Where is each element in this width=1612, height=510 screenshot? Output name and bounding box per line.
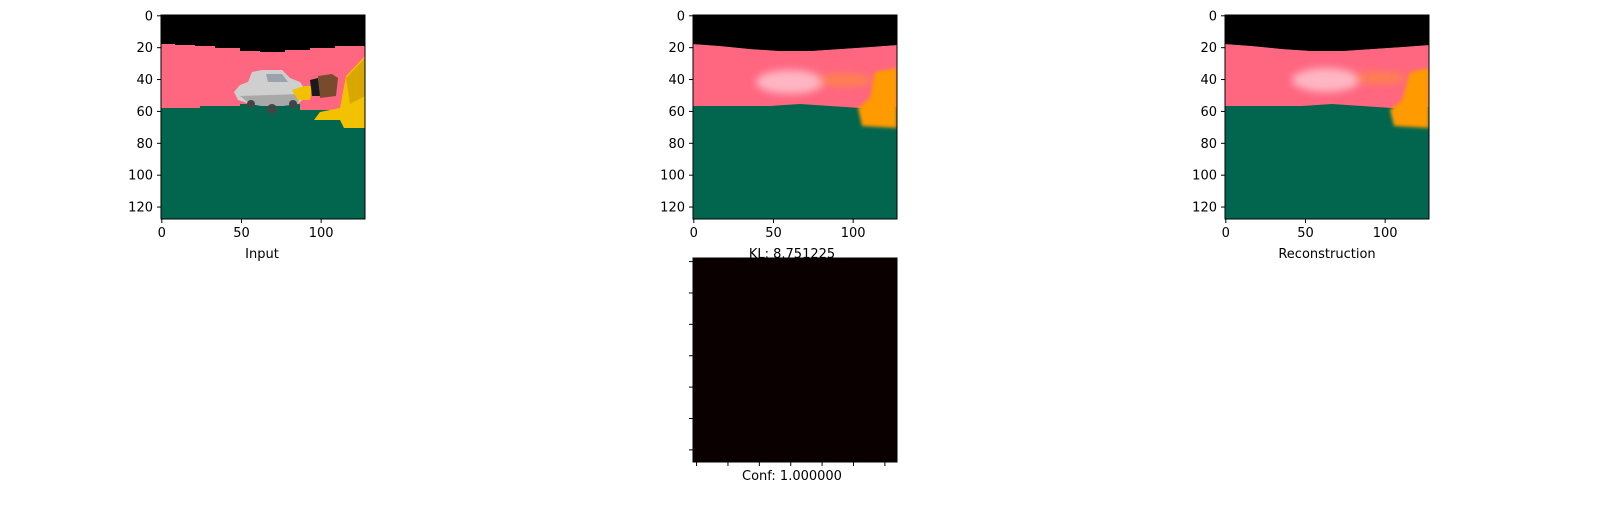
input-ytick-label: 0 bbox=[145, 9, 153, 24]
reconstruction-ytick-label: 60 bbox=[1200, 105, 1217, 120]
input-car-shadow bbox=[240, 94, 300, 106]
input-ytick-label: 20 bbox=[136, 41, 153, 56]
input-xtick-label: 0 bbox=[158, 226, 166, 241]
decoded-ytick-label: 60 bbox=[668, 105, 685, 120]
confidence-xlabel: Conf: 1.000000 bbox=[742, 469, 842, 484]
decoded-xaxis: 0 50 100 bbox=[690, 219, 866, 241]
reconstruction-xtick-label: 100 bbox=[1373, 226, 1398, 241]
decoded-object bbox=[858, 68, 897, 128]
confidence-panel: Conf: 1.000000 bbox=[689, 257, 898, 484]
input-ytick-label: 100 bbox=[128, 169, 153, 184]
input-yellow-object bbox=[292, 56, 365, 128]
decoded-ytick-label: 20 bbox=[668, 41, 685, 56]
decoded-xlabel: KL: 8.751225 bbox=[749, 247, 835, 262]
decoded-ytick-label: 100 bbox=[660, 169, 685, 184]
decoded-pink-blob bbox=[756, 70, 824, 94]
reconstruction-xlabel: Reconstruction bbox=[1278, 247, 1375, 262]
decoded-ytick-label: 80 bbox=[668, 137, 685, 152]
input-xtick-label: 100 bbox=[309, 226, 334, 241]
reconstruction-ytick-label: 80 bbox=[1200, 137, 1217, 152]
confidence-heatmap bbox=[693, 258, 897, 462]
input-yaxis: 0 20 40 60 80 100 120 bbox=[128, 9, 161, 216]
reconstruction-xtick-label: 50 bbox=[1297, 226, 1314, 241]
reconstruction-ytick-label: 0 bbox=[1209, 9, 1217, 24]
input-car-window bbox=[266, 74, 288, 82]
decoded-panel: 0 50 100 0 20 40 60 80 100 120 bbox=[660, 9, 898, 241]
decoded-blur bbox=[756, 70, 873, 94]
reconstruction-pink-blob bbox=[1292, 68, 1360, 92]
input-frame bbox=[160, 14, 366, 220]
reconstruction-frame bbox=[1224, 14, 1430, 220]
input-yellow-object-shade bbox=[346, 58, 365, 104]
reconstruction-orange-streak bbox=[1354, 72, 1406, 84]
input-car-wheel bbox=[267, 104, 277, 114]
decoded-orange-streak bbox=[817, 74, 873, 86]
confidence-yticks bbox=[689, 261, 693, 451]
input-ytick-label: 40 bbox=[136, 73, 153, 88]
input-image bbox=[161, 15, 365, 219]
decoded-ytick-label: 0 bbox=[677, 9, 685, 24]
decoded-xtick-label: 0 bbox=[690, 226, 698, 241]
input-ytick-label: 80 bbox=[136, 137, 153, 152]
reconstruction-ytick-label: 20 bbox=[1200, 41, 1217, 56]
decoded-image bbox=[693, 15, 897, 219]
input-sky bbox=[161, 15, 365, 52]
decoded-frame bbox=[692, 14, 898, 220]
confidence-frame bbox=[692, 257, 898, 463]
input-ytick-label: 120 bbox=[128, 201, 153, 216]
reconstruction-image bbox=[1225, 15, 1429, 219]
decoded-ytick-label: 40 bbox=[668, 73, 685, 88]
input-car bbox=[234, 70, 304, 114]
input-dark-box bbox=[310, 78, 320, 96]
reconstruction-ytick-label: 100 bbox=[1192, 169, 1217, 184]
reconstruction-blur bbox=[1292, 68, 1406, 92]
reconstruction-ytick-label: 40 bbox=[1200, 73, 1217, 88]
reconstruction-sky bbox=[1225, 15, 1429, 51]
reconstruction-xaxis: 0 50 100 bbox=[1222, 219, 1398, 241]
decoded-yaxis: 0 20 40 60 80 100 120 bbox=[660, 9, 693, 216]
input-xtick-label: 50 bbox=[233, 226, 250, 241]
input-car-wheel bbox=[247, 100, 255, 108]
input-ytick-label: 60 bbox=[136, 105, 153, 120]
reconstruction-ytick-label: 120 bbox=[1192, 201, 1217, 216]
decoded-xtick-label: 100 bbox=[841, 226, 866, 241]
decoded-ytick-label: 120 bbox=[660, 201, 685, 216]
input-brown-box bbox=[318, 74, 338, 98]
reconstruction-object bbox=[1390, 68, 1429, 128]
input-xlabel: Input bbox=[245, 247, 279, 262]
input-panel: 0 50 100 0 20 40 60 80 100 120 Input bbox=[128, 9, 366, 262]
decoded-xtick-label: 50 bbox=[765, 226, 782, 241]
confidence-xticks bbox=[696, 462, 886, 466]
input-car-wheel bbox=[289, 100, 297, 108]
input-xaxis: 0 50 100 bbox=[158, 219, 334, 241]
reconstruction-yaxis: 0 20 40 60 80 100 120 bbox=[1192, 9, 1225, 216]
reconstruction-xtick-label: 0 bbox=[1222, 226, 1230, 241]
decoded-sky bbox=[693, 15, 897, 51]
reconstruction-panel: 0 50 100 0 20 40 60 80 100 120 Reconstruction bbox=[1192, 9, 1430, 262]
